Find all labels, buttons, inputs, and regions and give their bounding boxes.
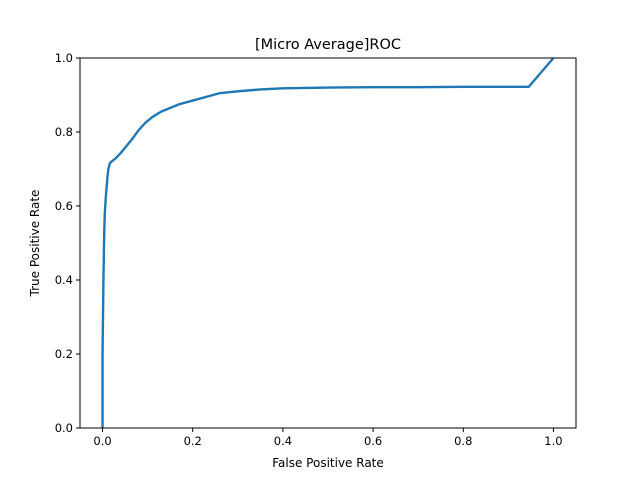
plot-background [80,58,576,428]
y-tick-label: 1.0 [55,51,73,65]
x-axis: 0.0 0.2 0.4 0.6 0.8 1.0 [93,428,563,448]
y-tick-label: 0.2 [55,347,73,361]
x-axis-label: False Positive Rate [272,456,384,470]
y-tick-label: 0.0 [55,421,73,435]
y-tick-label: 0.4 [55,273,73,287]
x-tick-label: 0.0 [93,434,111,448]
y-axis: 0.0 0.2 0.4 0.6 0.8 1.0 [55,51,80,435]
plot-frame [79,57,577,429]
x-tick-label: 0.2 [184,434,202,448]
x-tick-label: 0.4 [274,434,292,448]
y-tick-label: 0.8 [55,125,73,139]
x-tick-label: 0.8 [454,434,472,448]
plot-area [79,57,577,429]
x-tick-label: 0.6 [364,434,382,448]
y-axis-label: True Positive Rate [28,190,42,298]
roc-curve-line [101,57,555,428]
y-tick-label: 0.6 [55,199,73,213]
chart-title: [Micro Average]ROC [255,37,401,53]
x-tick-label: 1.0 [544,434,562,448]
